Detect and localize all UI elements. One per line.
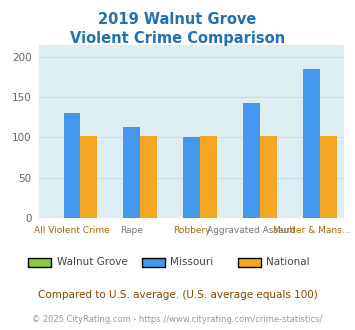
Bar [303, 69, 320, 218]
Text: Walnut Grove: Walnut Grove [57, 257, 127, 267]
Text: Murder & Mans...: Murder & Mans... [273, 226, 350, 235]
Bar [320, 136, 337, 218]
Text: © 2025 CityRating.com - https://www.cityrating.com/crime-statistics/: © 2025 CityRating.com - https://www.city… [32, 314, 323, 324]
Bar [124, 127, 140, 218]
Bar [200, 136, 217, 218]
Text: Aggravated Assault: Aggravated Assault [207, 226, 296, 235]
Text: 2019 Walnut Grove: 2019 Walnut Grove [98, 12, 257, 26]
Bar [80, 136, 97, 218]
Text: National: National [266, 257, 310, 267]
Bar [140, 136, 157, 218]
Bar [260, 136, 277, 218]
Text: Missouri: Missouri [170, 257, 214, 267]
Bar [243, 103, 260, 218]
Bar [64, 113, 80, 218]
Bar [183, 137, 200, 218]
Text: All Violent Crime: All Violent Crime [34, 226, 110, 235]
Text: Compared to U.S. average. (U.S. average equals 100): Compared to U.S. average. (U.S. average … [38, 290, 317, 300]
Text: Robbery: Robbery [173, 226, 211, 235]
Text: Rape: Rape [120, 226, 143, 235]
Text: Violent Crime Comparison: Violent Crime Comparison [70, 31, 285, 46]
